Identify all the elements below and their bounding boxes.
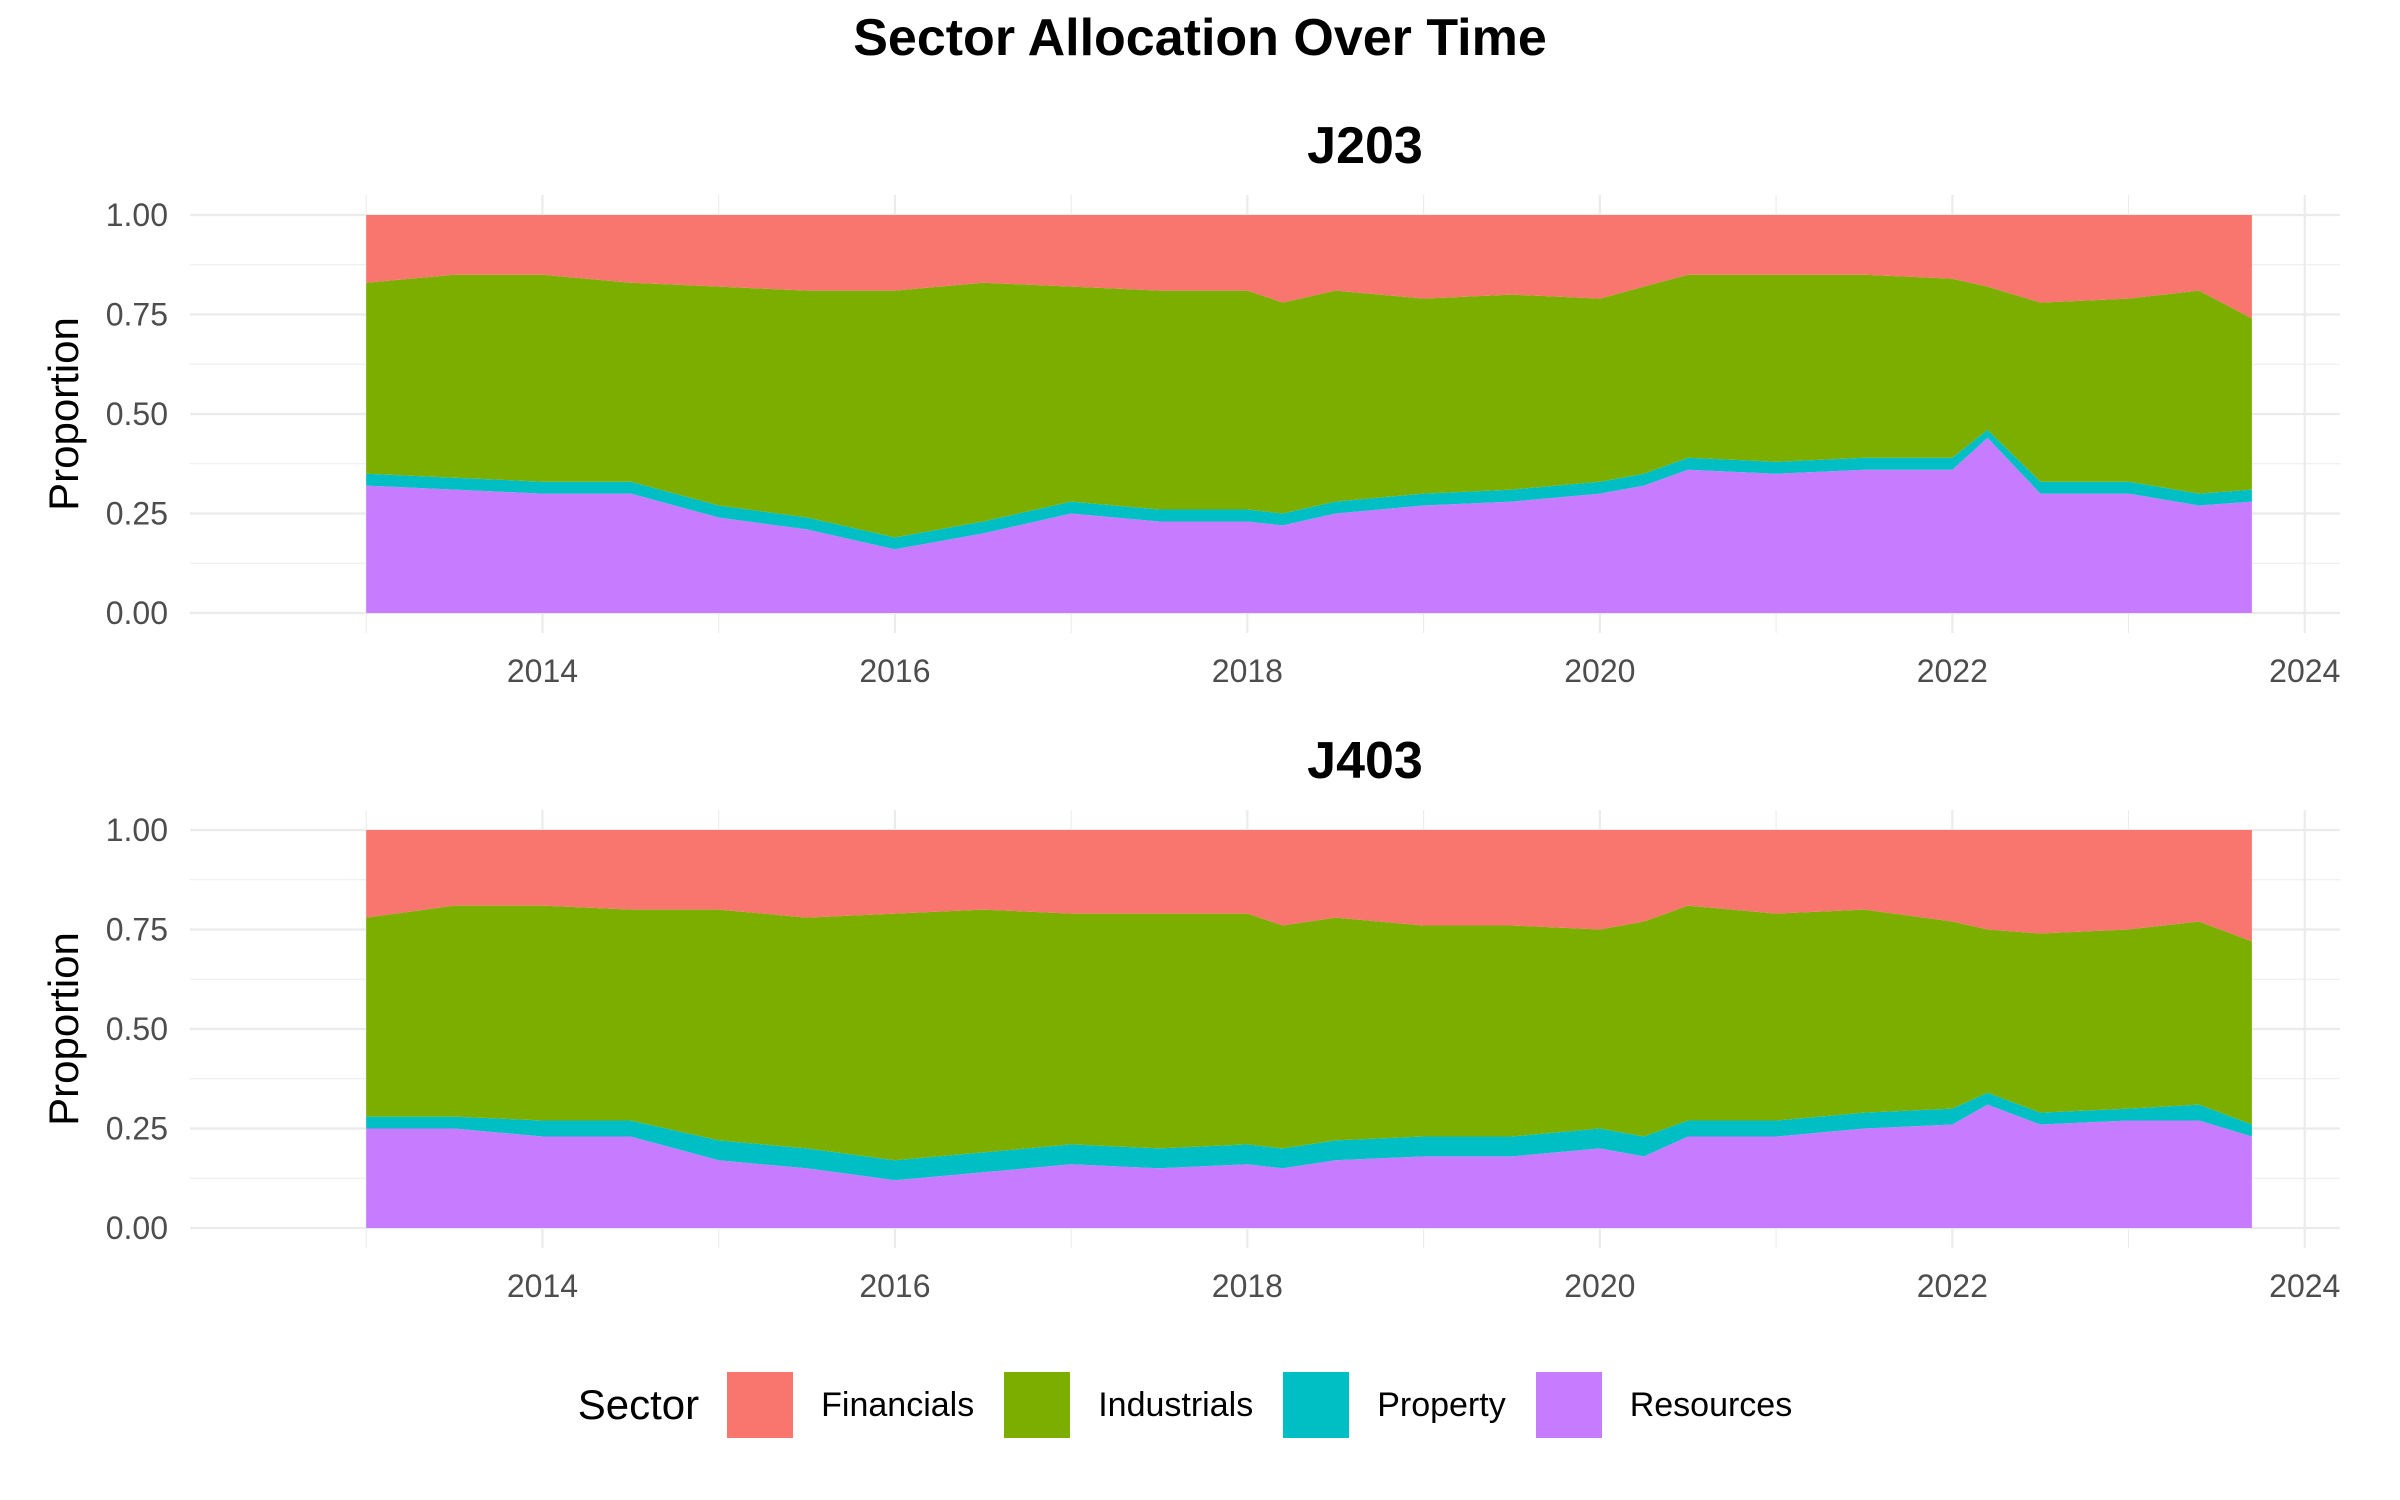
y-tick-label: 0.25 bbox=[106, 496, 168, 532]
legend-key-financials bbox=[727, 1372, 794, 1438]
legend-item-property: Property bbox=[1283, 1372, 1506, 1438]
y-tick-label: 0.50 bbox=[106, 1011, 168, 1047]
y-tick-label: 0.00 bbox=[106, 1210, 168, 1246]
legend-label-financials: Financials bbox=[821, 1385, 975, 1424]
panel-title: J403 bbox=[1307, 732, 1423, 790]
legend-label-industrials: Industrials bbox=[1098, 1385, 1254, 1424]
area-industrials bbox=[366, 274, 2252, 538]
x-tick-label: 2014 bbox=[507, 1268, 578, 1304]
area-financials bbox=[366, 215, 2252, 319]
legend: Sector Financials Industrials Property R… bbox=[0, 1365, 2400, 1445]
x-tick-label: 2020 bbox=[1564, 1268, 1635, 1304]
y-tick-label: 0.75 bbox=[106, 297, 168, 333]
legend-item-financials: Financials bbox=[727, 1372, 974, 1438]
y-tick-label: 0.50 bbox=[106, 396, 168, 432]
x-tick-label: 2024 bbox=[2269, 653, 2340, 689]
legend-key-property bbox=[1283, 1372, 1350, 1438]
y-axis-title: Proportion bbox=[40, 317, 87, 511]
legend-item-resources: Resources bbox=[1535, 1372, 1793, 1438]
x-tick-label: 2024 bbox=[2269, 1268, 2340, 1304]
panel-title: J203 bbox=[1307, 117, 1423, 175]
x-tick-label: 2016 bbox=[859, 653, 930, 689]
y-tick-label: 1.00 bbox=[106, 812, 168, 848]
legend-key-resources bbox=[1535, 1372, 1602, 1438]
x-tick-label: 2020 bbox=[1564, 653, 1635, 689]
area-industrials bbox=[366, 905, 2252, 1161]
x-tick-label: 2016 bbox=[859, 1268, 930, 1304]
area-property bbox=[366, 1092, 2252, 1181]
legend-key-industrials bbox=[1004, 1372, 1071, 1438]
legend-label-property: Property bbox=[1377, 1385, 1506, 1424]
x-tick-label: 2014 bbox=[507, 653, 578, 689]
x-tick-label: 2018 bbox=[1212, 1268, 1283, 1304]
y-tick-label: 0.00 bbox=[106, 595, 168, 631]
legend-title: Sector bbox=[577, 1381, 700, 1428]
y-tick-label: 0.75 bbox=[106, 912, 168, 948]
x-tick-label: 2018 bbox=[1212, 653, 1283, 689]
x-tick-label: 2022 bbox=[1917, 1268, 1988, 1304]
panel-j403: 0.00 0.25 0.50 0.75 1.00 2014 2016 2018 2020 2022… bbox=[40, 732, 2340, 1304]
x-tick-label: 2022 bbox=[1917, 653, 1988, 689]
area-resources bbox=[366, 1104, 2252, 1228]
y-tick-label: 0.25 bbox=[106, 1111, 168, 1147]
y-tick-label: 1.00 bbox=[106, 197, 168, 233]
panel-j203: 0.00 0.25 0.50 0.75 1.00 2014 2016 2018 2020 2022… bbox=[40, 117, 2340, 689]
legend-item-industrials: Industrials bbox=[1004, 1372, 1253, 1438]
chart-title: Sector Allocation Over Time bbox=[853, 9, 1547, 67]
area-resources bbox=[366, 437, 2252, 613]
legend-label-resources: Resources bbox=[1629, 1385, 1793, 1424]
area-financials bbox=[366, 830, 2252, 942]
y-axis-title: Proportion bbox=[40, 932, 87, 1126]
